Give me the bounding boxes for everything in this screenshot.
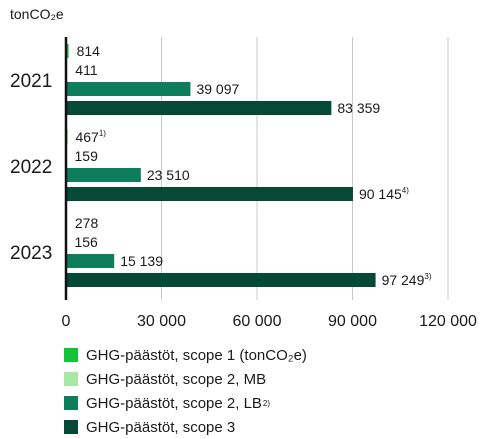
data-label: 39 097: [196, 81, 239, 97]
x-tick-label: 0: [62, 313, 71, 330]
legend-item: GHG-päästöt, scope 2, MB: [64, 367, 307, 391]
legend-item: GHG-päästöt, scope 1 (tonCO₂e): [64, 343, 307, 367]
x-tick-label: 120 000: [419, 313, 477, 330]
legend-swatch: [64, 348, 78, 362]
legend-label: GHG-päästöt, scope 2, MB: [86, 371, 266, 388]
legend-swatch: [64, 420, 78, 434]
bar: [66, 82, 190, 96]
legend-swatch: [64, 372, 78, 386]
bar: [66, 187, 353, 201]
bar: [66, 101, 331, 115]
legend-swatch: [64, 396, 78, 410]
category-label: 2021: [10, 71, 52, 92]
bar-chart: 0 30 000 60 000 90 000 120 000 2021 814 411 39 0…: [0, 0, 489, 340]
bar: [66, 254, 114, 268]
data-label: 15 139: [120, 253, 163, 269]
legend-item: GHG-päästöt, scope 3: [64, 415, 307, 439]
data-label: 814: [77, 43, 101, 59]
legend-label: GHG-päästöt, scope 2, LB: [86, 395, 262, 412]
data-label: 411: [75, 62, 98, 78]
data-label: 90 1454): [359, 186, 409, 202]
legend-footnote-mark: 2): [263, 399, 270, 408]
data-label: 156: [74, 234, 98, 250]
data-label: 278: [75, 215, 99, 231]
bar: [66, 168, 141, 182]
legend-label: GHG-päästöt, scope 3: [86, 419, 235, 436]
legend: GHG-päästöt, scope 1 (tonCO₂e) GHG-päästö…: [64, 343, 307, 439]
bar: [66, 273, 376, 287]
x-tick-label: 60 000: [233, 313, 282, 330]
category-label: 2022: [10, 157, 52, 178]
data-label: 23 510: [147, 167, 190, 183]
data-label: 83 359: [337, 100, 380, 116]
data-label: 159: [75, 148, 99, 164]
x-tick-label: 90 000: [328, 313, 377, 330]
category-label: 2023: [10, 243, 52, 264]
data-label: 97 2493): [382, 272, 432, 288]
legend-label: GHG-päästöt, scope 1 (tonCO₂e): [86, 347, 307, 364]
x-tick-label: 30 000: [137, 313, 186, 330]
data-label: 4671): [75, 129, 106, 145]
